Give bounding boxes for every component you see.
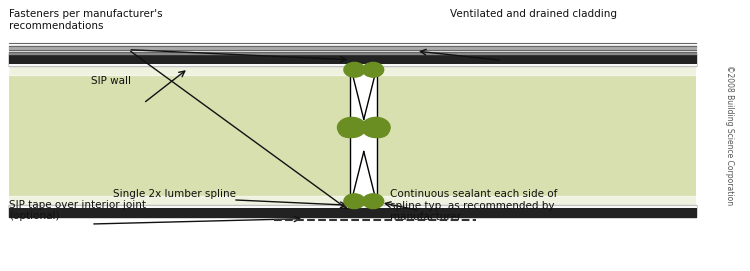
Text: Fasteners per manufacturer's
recommendations: Fasteners per manufacturer's recommendat… [9,9,163,31]
Text: SIP wall: SIP wall [91,76,131,86]
Text: ©2008 Building Science Corporation: ©2008 Building Science Corporation [725,65,734,206]
Ellipse shape [363,194,384,209]
Ellipse shape [338,117,366,137]
Ellipse shape [368,123,389,137]
Ellipse shape [362,117,390,137]
Ellipse shape [338,123,359,137]
Ellipse shape [344,194,364,209]
FancyBboxPatch shape [9,66,696,205]
Text: Single 2x lumber spline: Single 2x lumber spline [113,189,236,199]
Ellipse shape [344,62,364,77]
Ellipse shape [363,62,384,77]
Text: SIP tape over interior joint
(optional): SIP tape over interior joint (optional) [9,200,146,221]
Text: Continuous sealant each side of
spline typ. as recommended by
manufacturer: Continuous sealant each side of spline t… [390,189,557,222]
Text: Ventilated and drained cladding: Ventilated and drained cladding [450,9,616,20]
